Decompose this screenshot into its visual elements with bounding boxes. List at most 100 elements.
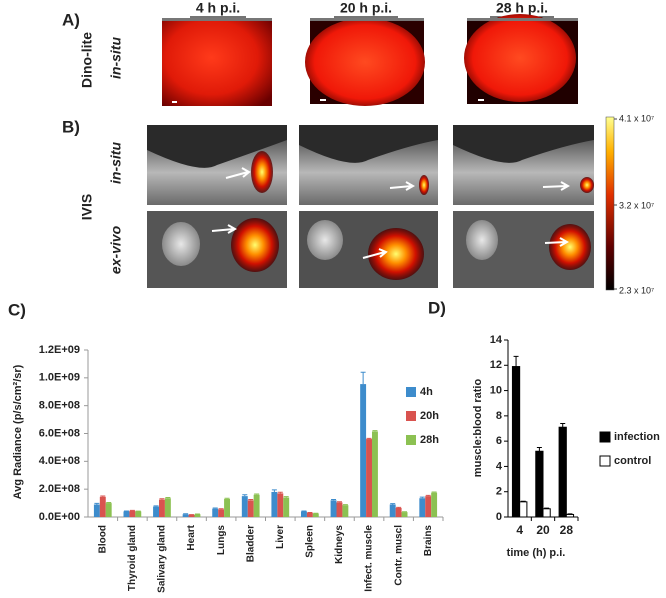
bar bbox=[389, 504, 396, 517]
colorbar-label: 2.3 x 10⁷ bbox=[619, 285, 654, 295]
bar bbox=[129, 510, 136, 517]
dino-lite-images bbox=[162, 14, 578, 106]
error-bar bbox=[283, 496, 289, 498]
bar bbox=[360, 384, 367, 517]
bar bbox=[123, 511, 130, 517]
y-tick-label: 6.0E+08 bbox=[39, 427, 80, 439]
error-bar bbox=[372, 430, 378, 432]
column-header: 28 h p.i. bbox=[496, 0, 548, 16]
error-bar bbox=[271, 489, 277, 492]
colorbar bbox=[605, 116, 615, 291]
bar bbox=[565, 513, 575, 518]
bar bbox=[182, 514, 189, 517]
bar bbox=[401, 512, 408, 517]
error-bar bbox=[106, 502, 112, 504]
error-bar bbox=[544, 507, 550, 509]
error-bar bbox=[342, 504, 348, 506]
error-bar bbox=[159, 498, 165, 500]
legend-swatch bbox=[599, 455, 611, 467]
y-tick-label: 8 bbox=[496, 410, 502, 422]
x-tick-label: 20 bbox=[536, 523, 550, 537]
legend-swatch bbox=[406, 435, 416, 445]
error-bar bbox=[218, 508, 224, 510]
y-tick-label: 14 bbox=[490, 334, 503, 346]
y-tick-label: 4 bbox=[496, 460, 503, 472]
x-tick-label: Spleen bbox=[305, 525, 316, 558]
ivis-in-situ-images bbox=[147, 125, 594, 205]
bar bbox=[159, 499, 165, 517]
y-tick-label: 1.2E+09 bbox=[39, 344, 80, 356]
bar bbox=[253, 494, 260, 517]
bar bbox=[188, 514, 195, 517]
bar bbox=[164, 498, 171, 517]
error-bar bbox=[366, 437, 372, 440]
error-bar bbox=[331, 498, 337, 501]
error-bar bbox=[277, 491, 283, 494]
bar bbox=[511, 366, 521, 518]
bar bbox=[218, 509, 225, 517]
error-bar bbox=[360, 371, 366, 385]
error-bar bbox=[396, 506, 402, 508]
colorbar-label: 3.2 x 10⁷ bbox=[619, 200, 654, 210]
x-tick-label: Thyroid gland bbox=[127, 525, 138, 591]
bar bbox=[342, 505, 349, 517]
y-tick-label: 10 bbox=[490, 384, 502, 396]
y-tick-label: 0.0E+00 bbox=[39, 511, 80, 523]
y-tick-label: 2 bbox=[496, 486, 502, 498]
error-bar bbox=[560, 422, 566, 428]
bar bbox=[535, 450, 544, 518]
y-axis-label: Avg Radiance (p/s/cm²/sr) bbox=[12, 364, 24, 499]
bar bbox=[212, 508, 219, 517]
error-bar bbox=[425, 494, 431, 497]
x-tick-label: Kidneys bbox=[334, 525, 345, 564]
bar bbox=[135, 511, 142, 517]
legend-swatch bbox=[599, 431, 611, 443]
bar bbox=[224, 498, 230, 517]
error-bar bbox=[254, 493, 260, 495]
bar bbox=[366, 439, 372, 517]
row-label: in-situ bbox=[108, 142, 124, 184]
row-label: IVIS bbox=[79, 194, 95, 220]
row-label: Dino-lite bbox=[79, 32, 95, 88]
y-tick-label: 0 bbox=[496, 511, 502, 523]
x-tick-label: Blood bbox=[97, 525, 108, 553]
bar bbox=[283, 497, 290, 517]
bar bbox=[99, 496, 106, 517]
legend-label: control bbox=[614, 455, 651, 467]
row-label: in-situ bbox=[108, 37, 124, 79]
error-bar bbox=[513, 355, 519, 367]
y-tick-label: 2.0E+08 bbox=[39, 483, 80, 495]
bar bbox=[306, 512, 313, 517]
legend-label: 4h bbox=[420, 386, 433, 398]
bar bbox=[247, 500, 254, 517]
legend-label: 28h bbox=[420, 434, 439, 446]
x-tick-label: Infect. muscle bbox=[364, 525, 375, 592]
panel-label: B) bbox=[62, 117, 80, 136]
bar bbox=[312, 513, 319, 517]
x-tick-label: Lungs bbox=[216, 525, 227, 555]
error-bar bbox=[567, 513, 573, 515]
bar bbox=[105, 503, 112, 517]
bar bbox=[330, 500, 337, 517]
bar bbox=[153, 506, 159, 517]
column-header: 4 h p.i. bbox=[196, 0, 240, 16]
y-tick-label: 1.0E+09 bbox=[39, 372, 80, 384]
error-bar bbox=[212, 507, 218, 509]
legend-swatch bbox=[406, 411, 416, 421]
legend-label: infection bbox=[614, 431, 660, 443]
error-bar bbox=[536, 446, 542, 452]
bar bbox=[372, 431, 378, 517]
x-tick-label: Salivary gland bbox=[157, 525, 168, 593]
bar bbox=[395, 507, 402, 517]
y-tick-label: 8.0E+08 bbox=[39, 400, 80, 412]
error-bar bbox=[248, 498, 254, 501]
error-bar bbox=[431, 491, 437, 493]
panel-label: C) bbox=[8, 300, 26, 319]
error-bar bbox=[419, 496, 425, 499]
x-tick-label: Brains bbox=[423, 525, 434, 557]
bar bbox=[301, 511, 307, 517]
error-bar bbox=[336, 501, 342, 503]
bar bbox=[419, 498, 426, 517]
bar bbox=[542, 508, 551, 518]
